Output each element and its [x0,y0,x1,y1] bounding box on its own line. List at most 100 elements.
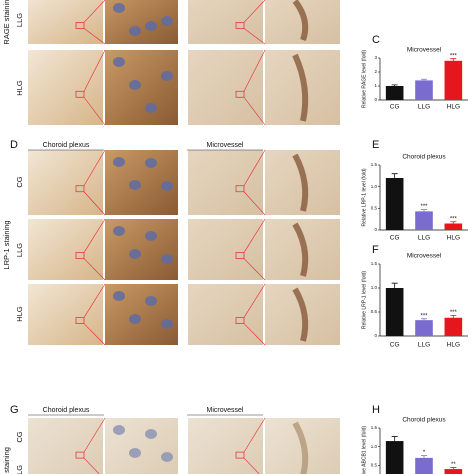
micrograph [188,418,263,474]
panel-label: F [372,244,379,256]
zoom-line [83,323,106,346]
zoom-line [83,28,106,45]
nucleus [113,226,125,236]
micrograph [28,284,103,345]
row-label: LLG [15,465,24,474]
zoom-line [83,0,106,23]
zoom-line [243,0,266,23]
zoom-line [243,323,266,346]
significance: *** [420,313,428,319]
nucleus [113,157,125,167]
nucleus [113,3,125,13]
nucleus [161,16,173,26]
nucleus [145,231,157,241]
zoom-line [83,97,106,126]
error-bar [421,209,427,212]
row-label: LLG [15,243,24,257]
panel-label: C [372,34,380,46]
zoom-line [243,149,266,186]
nucleus [161,181,173,191]
nucleus [145,429,157,439]
zoom-box [75,22,85,29]
y-tick-label: 1.0 [371,184,378,189]
zoom-line [243,97,266,126]
nucleus [113,57,125,67]
micrograph [188,0,263,44]
significance: *** [450,53,458,59]
micrograph [28,50,103,125]
y-axis-label: Relative ABCB1 level (fold) [361,426,367,474]
zoom-box [235,185,245,193]
zoom-box [235,22,245,29]
y-tick-label: 0 [374,227,377,232]
x-tick-label: HLG [447,104,460,111]
bar [415,457,433,474]
zoom-box [235,317,245,324]
zoom-line [243,457,260,474]
nucleus [145,103,157,113]
panel-label: E [372,139,379,151]
error-bar [450,221,457,224]
significance: *** [450,310,458,316]
zoom-box [235,90,245,98]
bar [385,178,404,230]
bar [385,288,404,336]
zoom-line [83,457,100,474]
row-label: HLG [15,306,24,322]
x-tick-label: LLG [418,235,430,242]
micrograph [28,0,103,44]
y-tick-label: 1.5 [371,425,378,430]
zoom-line [83,149,106,186]
nucleus [129,249,141,259]
nucleus [161,319,173,329]
chart-title: Microvessel [407,253,442,260]
nucleus [161,452,173,462]
error-bar [391,84,398,86]
zoom-line [243,191,266,216]
stain-label: staining [2,447,11,473]
zoom-box [75,451,85,459]
micrograph [188,150,263,215]
error-bar [450,467,457,470]
zoom-box [235,451,245,459]
y-tick-label: 1.0 [371,285,378,290]
vessel [292,0,309,41]
bar [444,60,463,100]
zoom-line [83,283,106,318]
vessel [292,153,309,212]
chart-title: Choroid plexus [402,417,446,424]
zoom-box [235,252,245,259]
bar [444,469,463,474]
significance: * [423,450,426,456]
stain-label: LRP-1 staining [2,220,11,269]
vessel [292,421,309,474]
zoom-box [75,185,85,193]
chart-title: Choroid plexus [402,154,446,161]
micrograph [188,50,263,125]
bar [415,211,433,230]
zoom-line [243,28,266,45]
bar [385,441,404,474]
y-tick-label: 3 [374,55,377,60]
vessel [292,53,309,122]
error-bar [421,455,427,458]
x-tick-label: CG [390,342,400,349]
nucleus [161,71,173,81]
panel-label: G [10,404,19,416]
nucleus [113,425,125,435]
error-bar [421,318,427,321]
bar [444,223,463,230]
nucleus [129,80,141,90]
significance: *** [450,216,458,222]
zoom-line [83,258,106,281]
row-label: CG [15,176,24,187]
error-bar [421,78,427,81]
bar [444,317,463,336]
zoom-line [83,417,106,453]
micrograph [188,284,263,345]
row-label: CG [15,431,24,442]
column-header: Choroid plexus [43,407,90,414]
chart-title: Microvessel [407,47,442,54]
zoom-line [243,283,266,318]
column-header: Microvessel [207,407,244,414]
